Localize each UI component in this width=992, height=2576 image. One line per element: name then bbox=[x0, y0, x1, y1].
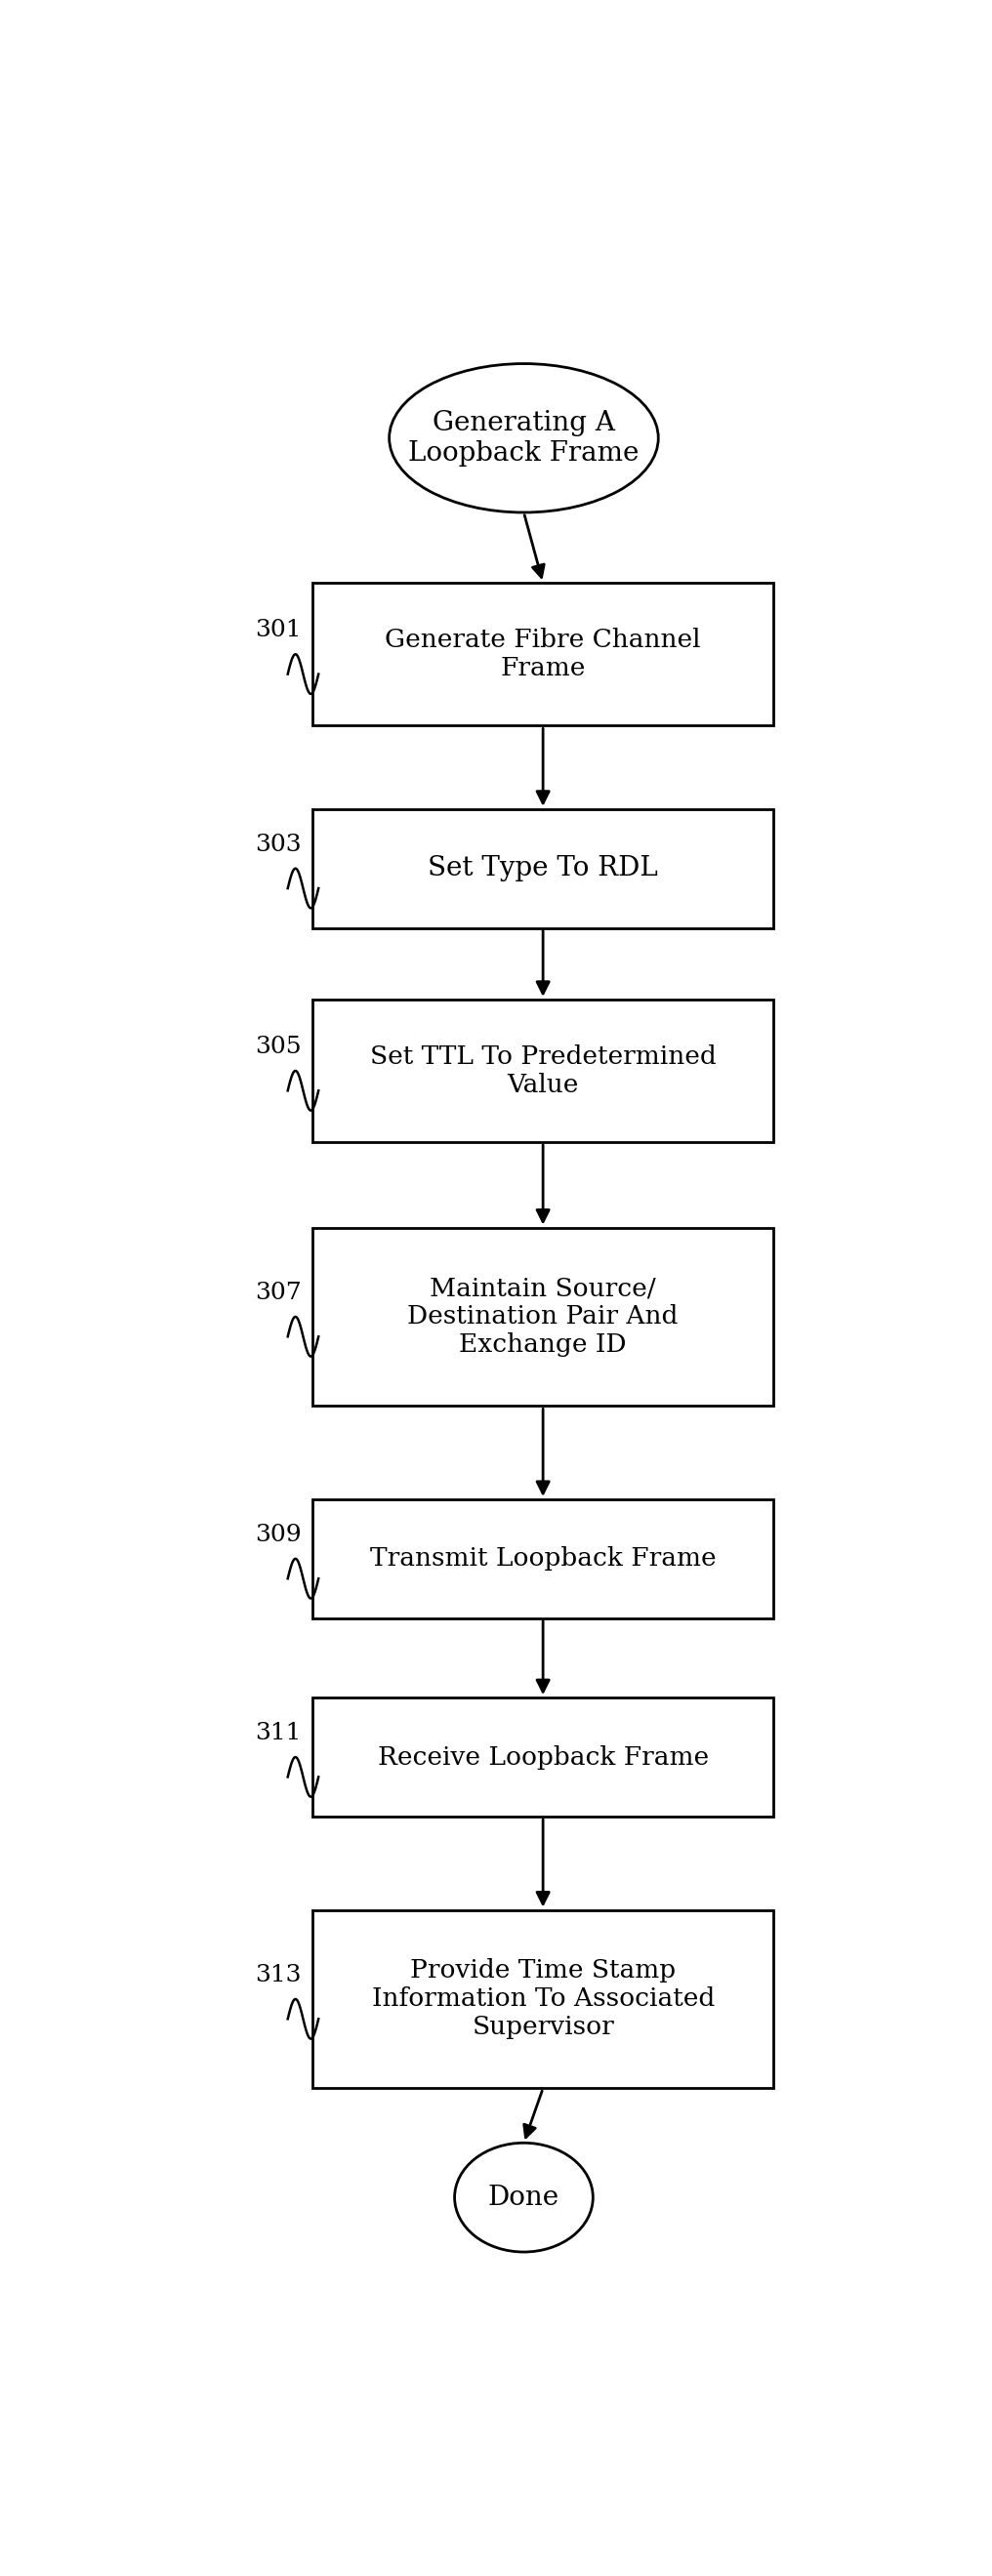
Ellipse shape bbox=[454, 2143, 593, 2251]
FancyBboxPatch shape bbox=[312, 1499, 774, 1618]
Text: Maintain Source/
Destination Pair And
Exchange ID: Maintain Source/ Destination Pair And Ex… bbox=[408, 1275, 679, 1358]
FancyBboxPatch shape bbox=[312, 809, 774, 927]
FancyBboxPatch shape bbox=[312, 1698, 774, 1816]
Text: 311: 311 bbox=[255, 1723, 301, 1744]
Text: 313: 313 bbox=[255, 1963, 301, 1986]
Text: 303: 303 bbox=[255, 835, 301, 855]
FancyBboxPatch shape bbox=[312, 999, 774, 1141]
Text: 309: 309 bbox=[255, 1525, 301, 1546]
Text: 305: 305 bbox=[255, 1036, 301, 1059]
Text: 307: 307 bbox=[255, 1283, 301, 1303]
Text: Done: Done bbox=[488, 2184, 559, 2210]
Text: Provide Time Stamp
Information To Associated
Supervisor: Provide Time Stamp Information To Associ… bbox=[372, 1958, 714, 2040]
Ellipse shape bbox=[389, 363, 659, 513]
Text: Set TTL To Predetermined
Value: Set TTL To Predetermined Value bbox=[370, 1043, 716, 1097]
Text: 301: 301 bbox=[255, 618, 301, 641]
Text: Receive Loopback Frame: Receive Loopback Frame bbox=[377, 1744, 708, 1770]
FancyBboxPatch shape bbox=[312, 582, 774, 726]
Text: Transmit Loopback Frame: Transmit Loopback Frame bbox=[370, 1546, 716, 1571]
FancyBboxPatch shape bbox=[312, 1229, 774, 1406]
Text: Set Type To RDL: Set Type To RDL bbox=[428, 855, 658, 881]
Text: Generating A
Loopback Frame: Generating A Loopback Frame bbox=[409, 410, 639, 466]
FancyBboxPatch shape bbox=[312, 1909, 774, 2089]
Text: Generate Fibre Channel
Frame: Generate Fibre Channel Frame bbox=[385, 629, 701, 680]
